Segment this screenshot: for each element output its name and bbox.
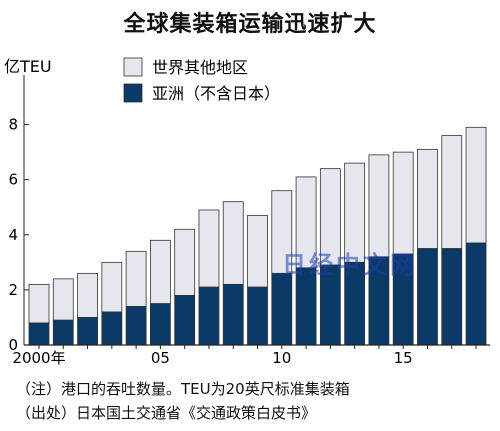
y-axis-unit: 亿TEU <box>4 57 52 76</box>
bar-asia-2010 <box>271 272 293 346</box>
y-axis: 0 2 4 6 8 <box>8 75 29 354</box>
bar-rest-of-world-2005 <box>149 239 171 305</box>
legend-swatch <box>123 83 143 103</box>
y-tick-label: 0 <box>8 336 18 354</box>
bar-asia-2016 <box>417 248 438 346</box>
legend-label: 亚洲（不含日本） <box>152 84 280 103</box>
bar-rest-of-world-2014 <box>368 154 390 258</box>
bar-rest-of-world-2001 <box>52 278 74 321</box>
bar-asia-2001 <box>52 319 74 346</box>
x-tick-label: 15 <box>394 349 413 367</box>
bar-rest-of-world-2008 <box>222 201 244 285</box>
x-tick-label: 05 <box>151 349 170 367</box>
bar-asia-2000 <box>28 322 50 346</box>
bar-asia-2005 <box>149 303 171 346</box>
bar-asia-2008 <box>222 283 244 346</box>
bar-rest-of-world-2009 <box>247 215 268 288</box>
bar-asia-2007 <box>198 286 220 346</box>
bar-rest-of-world-2002 <box>77 272 98 318</box>
legend-label: 世界其他地区 <box>152 58 248 77</box>
bar-rest-of-world-2006 <box>174 228 196 296</box>
bar-asia-2002 <box>77 317 98 346</box>
chart-title: 全球集装箱运输迅速扩大 <box>123 12 377 37</box>
bar-rest-of-world-2007 <box>198 209 220 288</box>
bars <box>28 126 487 346</box>
y-tick-label: 8 <box>8 116 18 134</box>
source-line: （出处）日本国土交通省《交通政策白皮书》 <box>16 404 317 422</box>
bar-rest-of-world-2000 <box>28 283 50 324</box>
bar-asia-2009 <box>247 286 268 346</box>
bar-asia-2003 <box>101 311 123 346</box>
bar-asia-2004 <box>125 306 147 346</box>
bar-rest-of-world-2017 <box>441 135 463 249</box>
x-axis: 2000年 05 10 15 <box>12 344 490 367</box>
bar-rest-of-world-2004 <box>125 250 147 307</box>
bar-asia-2017 <box>441 248 463 346</box>
y-tick-label: 6 <box>8 171 18 189</box>
bar-rest-of-world-2016 <box>417 148 438 249</box>
bar-rest-of-world-2015 <box>392 151 414 255</box>
bar-asia-2006 <box>174 294 196 346</box>
watermark: 日经中文网 <box>282 251 417 279</box>
legend-swatch <box>123 57 143 77</box>
y-tick-label: 4 <box>8 226 18 244</box>
bar-rest-of-world-2003 <box>101 261 123 313</box>
bar-rest-of-world-2018 <box>465 126 487 244</box>
y-tick-label: 2 <box>8 281 18 299</box>
x-tick-label: 10 <box>272 349 291 367</box>
bar-asia-2018 <box>465 242 487 346</box>
note-line: （注）港口的吞吐数量。TEU为20英尺标准集装箱 <box>16 380 350 398</box>
x-tick-label: 2000年 <box>12 349 65 367</box>
